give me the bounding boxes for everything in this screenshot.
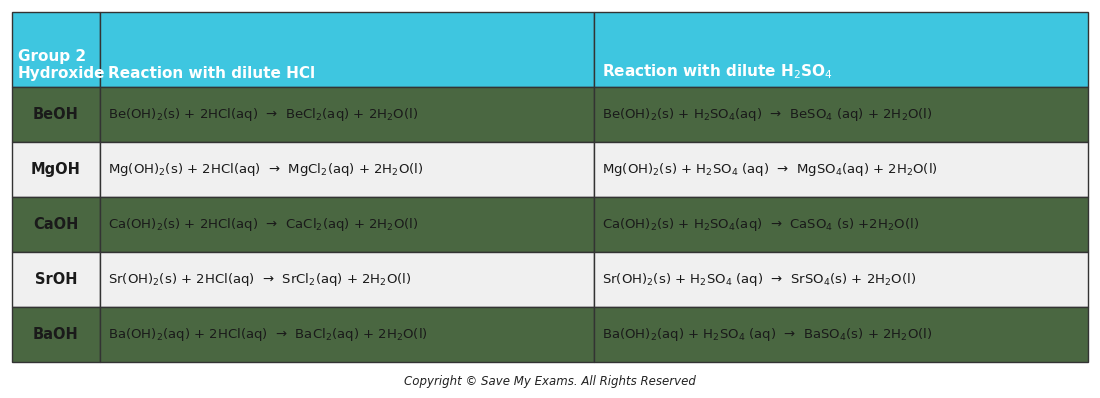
Text: Group 2
Hydroxide: Group 2 Hydroxide	[18, 49, 106, 81]
Text: Sr(OH)$_2$(s) + 2HCl(aq)  →  SrCl$_2$(aq) + 2H$_2$O(l): Sr(OH)$_2$(s) + 2HCl(aq) → SrCl$_2$(aq) …	[108, 271, 411, 288]
Bar	[12, 197, 100, 252]
Text: SrOH: SrOH	[35, 272, 77, 287]
Bar	[100, 12, 594, 87]
Bar	[100, 197, 594, 252]
Text: Copyright © Save My Exams. All Rights Reserved: Copyright © Save My Exams. All Rights Re…	[404, 375, 696, 388]
Bar	[594, 142, 1088, 197]
Bar	[594, 12, 1088, 87]
Text: Ca(OH)$_2$(s) + 2HCl(aq)  →  CaCl$_2$(aq) + 2H$_2$O(l): Ca(OH)$_2$(s) + 2HCl(aq) → CaCl$_2$(aq) …	[108, 216, 418, 233]
Text: Sr(OH)$_2$(s) + H$_2$SO$_4$ (aq)  →  SrSO$_4$(s) + 2H$_2$O(l): Sr(OH)$_2$(s) + H$_2$SO$_4$ (aq) → SrSO$…	[602, 271, 916, 288]
Bar	[12, 12, 100, 87]
Text: Be(OH)$_2$(s) + H$_2$SO$_4$(aq)  →  BeSO$_4$ (aq) + 2H$_2$O(l): Be(OH)$_2$(s) + H$_2$SO$_4$(aq) → BeSO$_…	[602, 106, 933, 123]
Text: Ba(OH)$_2$(aq) + H$_2$SO$_4$ (aq)  →  BaSO$_4$(s) + 2H$_2$O(l): Ba(OH)$_2$(aq) + H$_2$SO$_4$ (aq) → BaSO…	[602, 326, 933, 343]
Bar	[12, 87, 100, 142]
Text: Be(OH)$_2$(s) + 2HCl(aq)  →  BeCl$_2$(aq) + 2H$_2$O(l): Be(OH)$_2$(s) + 2HCl(aq) → BeCl$_2$(aq) …	[108, 106, 418, 123]
Text: Mg(OH)$_2$(s) + H$_2$SO$_4$ (aq)  →  MgSO$_4$(aq) + 2H$_2$O(l): Mg(OH)$_2$(s) + H$_2$SO$_4$ (aq) → MgSO$…	[602, 161, 938, 178]
Text: CaOH: CaOH	[33, 217, 79, 232]
Text: BeOH: BeOH	[33, 107, 79, 122]
Text: BaOH: BaOH	[33, 327, 79, 342]
Text: Mg(OH)$_2$(s) + 2HCl(aq)  →  MgCl$_2$(aq) + 2H$_2$O(l): Mg(OH)$_2$(s) + 2HCl(aq) → MgCl$_2$(aq) …	[108, 161, 424, 178]
Bar	[12, 307, 100, 362]
Bar	[12, 252, 100, 307]
Bar	[594, 197, 1088, 252]
Bar	[12, 142, 100, 197]
Text: Reaction with dilute H$_2$SO$_4$: Reaction with dilute H$_2$SO$_4$	[602, 62, 833, 81]
Bar	[100, 87, 594, 142]
Text: MgOH: MgOH	[31, 162, 81, 177]
Bar	[100, 142, 594, 197]
Bar	[594, 252, 1088, 307]
Text: Reaction with dilute HCl: Reaction with dilute HCl	[108, 66, 315, 81]
Bar	[594, 307, 1088, 362]
Bar	[100, 307, 594, 362]
Text: Ca(OH)$_2$(s) + H$_2$SO$_4$(aq)  →  CaSO$_4$ (s) +2H$_2$O(l): Ca(OH)$_2$(s) + H$_2$SO$_4$(aq) → CaSO$_…	[602, 216, 918, 233]
Bar	[594, 87, 1088, 142]
Text: Ba(OH)$_2$(aq) + 2HCl(aq)  →  BaCl$_2$(aq) + 2H$_2$O(l): Ba(OH)$_2$(aq) + 2HCl(aq) → BaCl$_2$(aq)…	[108, 326, 428, 343]
Bar	[100, 252, 594, 307]
